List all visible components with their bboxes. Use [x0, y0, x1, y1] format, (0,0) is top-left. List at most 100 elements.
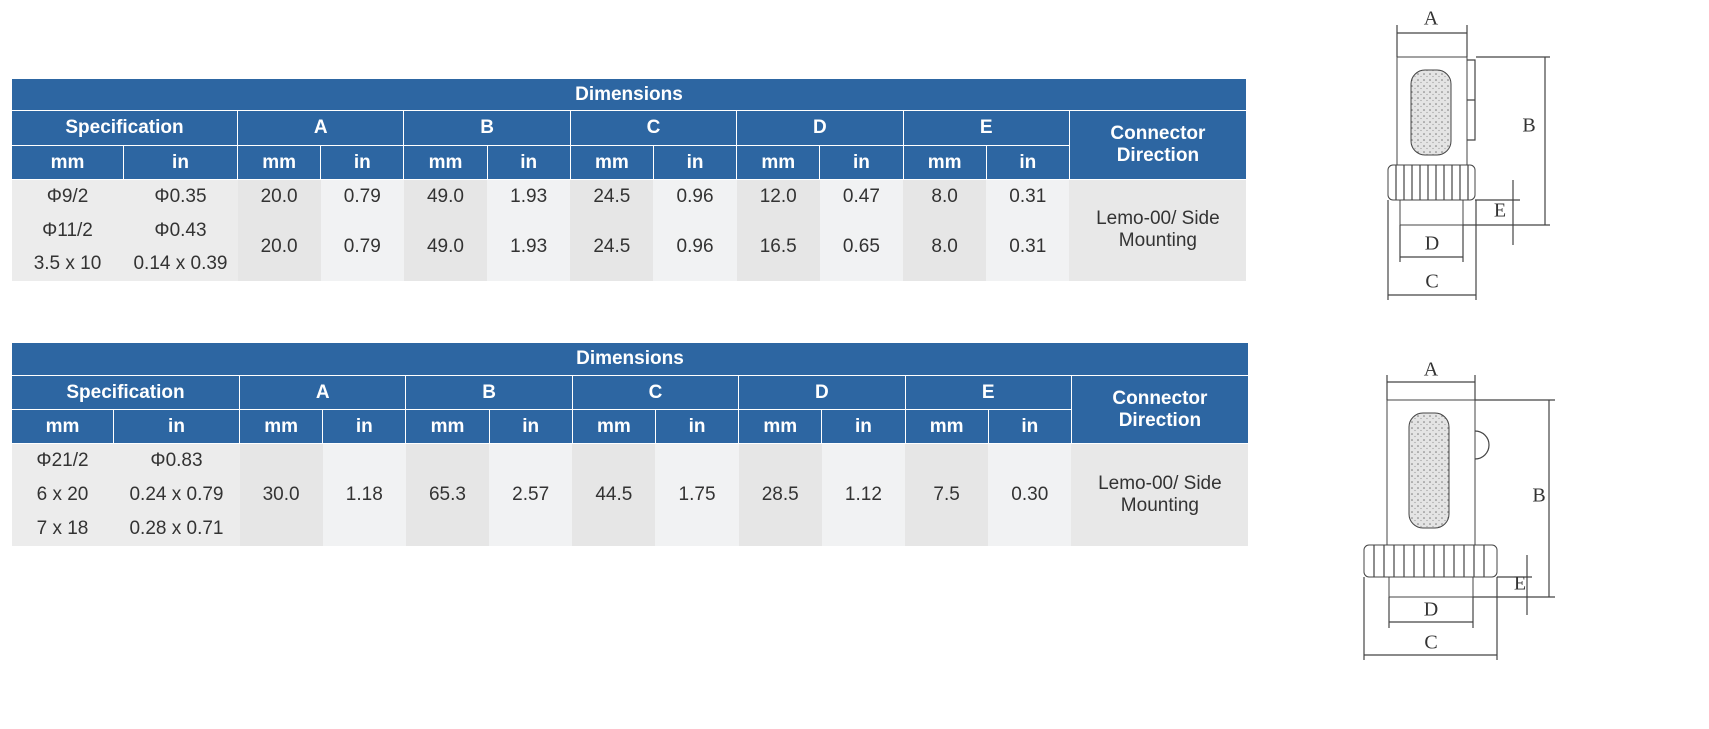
- value-cell: 20.0: [237, 179, 321, 214]
- value-cell-text: 0.31: [1009, 236, 1047, 257]
- value-cell-text: 8.0: [931, 236, 958, 257]
- title-row: Dimensions: [11, 78, 1247, 111]
- value-cell-text: 30.0: [262, 483, 300, 505]
- connector-header-text: Connector Direction: [1112, 387, 1208, 431]
- unit-header: mm: [902, 145, 987, 180]
- data-row: 3.5 x 10 0.14 x 0.39: [11, 247, 1247, 281]
- value-cell: 1.75: [655, 443, 739, 546]
- value-cell: 44.5: [572, 443, 656, 546]
- spec-cell: Φ0.43: [123, 213, 238, 248]
- data-row: 6 x 20 0.24 x 0.79: [11, 477, 1249, 512]
- connector-header-text: Connector Direction: [1110, 123, 1206, 166]
- unit-row: mm in mm in mm in mm in mm in mm in: [11, 145, 1247, 180]
- unit-header: mm: [11, 145, 124, 180]
- value-cell-text: 1.93: [510, 185, 548, 207]
- value-cell: 0.96: [653, 179, 737, 214]
- unit-header: in: [821, 409, 906, 444]
- unit-header-text: in: [1019, 151, 1037, 173]
- spec-cell-text: Φ0.43: [154, 219, 207, 241]
- unit-header: in: [488, 409, 573, 444]
- spec-cell: 7 x 18: [11, 511, 114, 546]
- dim-label: B: [1532, 485, 1545, 507]
- value-cell-text: 2.57: [512, 483, 550, 505]
- unit-header-text: in: [168, 415, 185, 437]
- value-cell: 7.5: [905, 443, 989, 546]
- dim-header: C: [569, 110, 738, 146]
- table-title: Dimensions: [11, 78, 1247, 111]
- value-cell-text: 0.79: [343, 236, 381, 257]
- connector-cell: Lemo-00/ Side Mounting: [1071, 443, 1249, 546]
- value-cell-text: 0.79: [343, 185, 381, 207]
- spec-cell-text: 0.14 x 0.39: [133, 253, 228, 274]
- spec-cell: 0.24 x 0.79: [113, 477, 240, 512]
- value-cell-text: 16.5: [759, 236, 797, 257]
- unit-header: mm: [236, 145, 322, 180]
- unit-header-text: mm: [50, 151, 85, 173]
- value-cell-text: 1.18: [345, 483, 383, 505]
- spec-cell-text: 0.24 x 0.79: [129, 483, 224, 505]
- value-cell-text: 28.5: [761, 483, 799, 505]
- spec-cell: 3.5 x 10: [11, 247, 124, 281]
- dim-header-text: D: [814, 381, 829, 403]
- dim-header-text: B: [482, 381, 496, 403]
- data-row: Φ9/2 Φ0.35 20.0 0.79 49.0 1.93 24.5 0.96 12.0 0.4…: [11, 179, 1247, 281]
- spec-cell: Φ11/2: [11, 213, 124, 248]
- connector-cell-text: Lemo-00/ Side Mounting: [1098, 472, 1222, 516]
- unit-header-text: in: [854, 415, 872, 437]
- dim-header-text: B: [480, 117, 494, 138]
- unit-header-text: in: [172, 151, 189, 173]
- spec-header-text: Specification: [66, 381, 185, 403]
- unit-header: in: [322, 409, 407, 444]
- dim-header-text: E: [979, 117, 993, 138]
- value-cell: 2.57: [489, 443, 573, 546]
- value-cell: 28.5: [738, 443, 822, 546]
- unit-header: in: [819, 145, 904, 180]
- group-row: Specification A B C D E Connector Direction: [11, 110, 1247, 180]
- value-cell-text: 24.5: [593, 185, 631, 207]
- value-cell-text: 8.0: [931, 185, 958, 207]
- connector-cell-text: Lemo-00/ Side Mounting: [1096, 208, 1220, 252]
- unit-header-text: in: [355, 415, 373, 437]
- spec-cell: Φ9/2: [11, 179, 124, 214]
- value-cell: 24.5: [570, 213, 654, 281]
- unit-header-text: in: [522, 415, 540, 437]
- dim-header: E: [904, 375, 1072, 410]
- unit-header-text: mm: [761, 151, 796, 173]
- unit-header-text: in: [688, 415, 706, 437]
- dim-header-text: C: [646, 117, 661, 138]
- unit-header: in: [985, 145, 1070, 180]
- value-cell: 0.47: [819, 179, 903, 214]
- dim-header: D: [738, 375, 906, 410]
- value-cell: 0.30: [988, 443, 1072, 546]
- spec-cell: 6 x 20: [11, 477, 114, 512]
- spec-cell: Φ0.35: [123, 179, 238, 214]
- value-cell: 16.5: [736, 213, 820, 281]
- spec-cell-text: 0.28 x 0.71: [129, 517, 224, 539]
- unit-row: mm in mm in mm in mm in mm in mm in: [11, 409, 1249, 444]
- spec-cell-text: Φ0.83: [150, 449, 203, 471]
- value-cell: 0.79: [320, 179, 404, 214]
- dim-label: B: [1522, 115, 1535, 137]
- unit-header: mm: [904, 409, 989, 444]
- unit-header-text: mm: [428, 151, 463, 173]
- unit-header: mm: [571, 409, 656, 444]
- unit-header: in: [113, 409, 240, 444]
- value-cell-text: 0.47: [842, 185, 880, 207]
- value-cell-text: 1.93: [510, 236, 548, 257]
- data-row: Φ11/2 Φ0.43 20.0 0.79 49.0 1.93 24.5 0.96 16.5 0.…: [11, 213, 1247, 281]
- unit-header-text: in: [852, 151, 870, 173]
- spec-cell-text: 7 x 18: [36, 517, 89, 539]
- value-cell: 49.0: [403, 213, 488, 281]
- spec-cell-text: Φ11/2: [42, 219, 93, 241]
- unit-header: mm: [569, 145, 654, 180]
- dim-header-text: C: [648, 381, 663, 403]
- value-cell: 0.79: [320, 213, 404, 281]
- table-title-text: Dimensions: [575, 83, 683, 105]
- connector-header: Connector Direction: [1068, 110, 1247, 180]
- value-cell: 65.3: [405, 443, 490, 546]
- dim-label: C: [1424, 632, 1437, 654]
- value-cell: 1.93: [487, 179, 571, 214]
- value-cell: 30.0: [239, 443, 323, 546]
- spec-cell: Φ0.83: [113, 443, 240, 478]
